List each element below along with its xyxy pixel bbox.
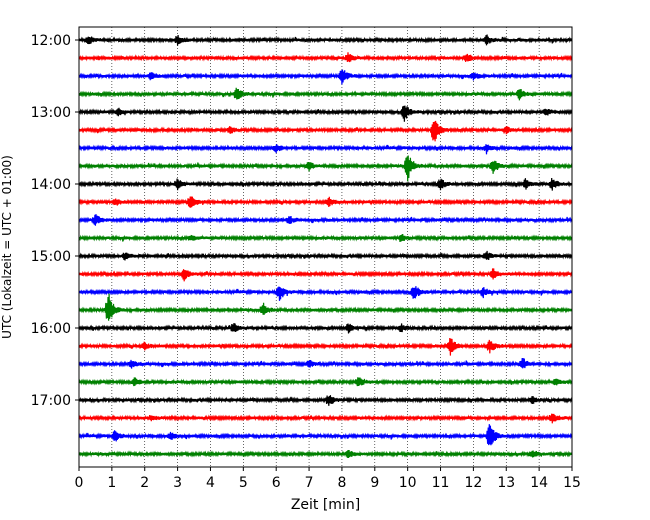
x-tick-label: 9 — [370, 475, 379, 491]
trace-1400 — [78, 177, 573, 191]
trace-1745 — [78, 449, 573, 458]
y-axis-label: UTC (Lokalzeit = UTC + 01:00) — [0, 155, 14, 339]
x-tick-label: 8 — [337, 475, 346, 491]
trace-1315 — [78, 120, 573, 142]
x-tick-label: 0 — [75, 475, 84, 491]
trace-1500 — [78, 250, 573, 261]
x-tick-label: 12 — [464, 475, 482, 491]
trace-1200 — [78, 34, 573, 46]
trace-1545 — [78, 293, 573, 321]
plot-frame — [78, 26, 573, 468]
x-tick-label: 15 — [563, 475, 581, 491]
seismogram-traces — [78, 34, 573, 458]
x-tick-label: 3 — [173, 475, 182, 491]
x-tick-label: 1 — [107, 475, 116, 491]
trace-1230 — [78, 69, 573, 85]
x-tick-label: 11 — [432, 475, 450, 491]
trace-1600 — [78, 322, 573, 334]
trace-1715 — [78, 413, 573, 424]
trace-1415 — [78, 196, 573, 208]
x-tick-label: 5 — [239, 475, 248, 491]
trace-1530 — [78, 286, 573, 301]
trace-1245 — [78, 87, 573, 101]
x-tick-label: 7 — [305, 475, 314, 491]
x-tick-label: 2 — [140, 475, 149, 491]
y-tick-label: 14:00 — [31, 177, 71, 193]
trace-1445 — [78, 233, 573, 242]
trace-1215 — [78, 52, 573, 63]
trace-1300 — [78, 105, 573, 122]
x-tick-label: 6 — [272, 475, 281, 491]
y-tick-label: 16:00 — [31, 321, 71, 337]
x-tick-label: 4 — [206, 475, 215, 491]
trace-1515 — [78, 268, 573, 282]
x-axis-label: Zeit [min] — [291, 497, 360, 513]
x-axis: 0 1 2 3 4 5 6 7 8 9 10 11 12 13 14 15 — [75, 467, 581, 491]
trace-1430 — [78, 214, 573, 226]
trace-1615 — [78, 337, 573, 356]
trace-1700 — [78, 395, 573, 406]
trace-1645 — [78, 377, 573, 387]
y-tick-label: 12:00 — [31, 33, 71, 49]
trace-1330 — [78, 144, 573, 155]
trace-1345 — [78, 155, 573, 182]
x-tick-label: 10 — [399, 475, 417, 491]
trace-1630 — [78, 357, 573, 369]
x-tick-label: 13 — [497, 475, 515, 491]
x-tick-label: 14 — [530, 475, 548, 491]
grid-lines — [111, 27, 540, 467]
y-tick-label: 15:00 — [31, 249, 71, 265]
y-tick-label: 17:00 — [31, 393, 71, 409]
trace-1730 — [78, 424, 573, 446]
y-tick-label: 13:00 — [31, 105, 71, 121]
y-axis: 12:00 13:00 14:00 15:00 16:00 17:00 — [31, 33, 79, 409]
